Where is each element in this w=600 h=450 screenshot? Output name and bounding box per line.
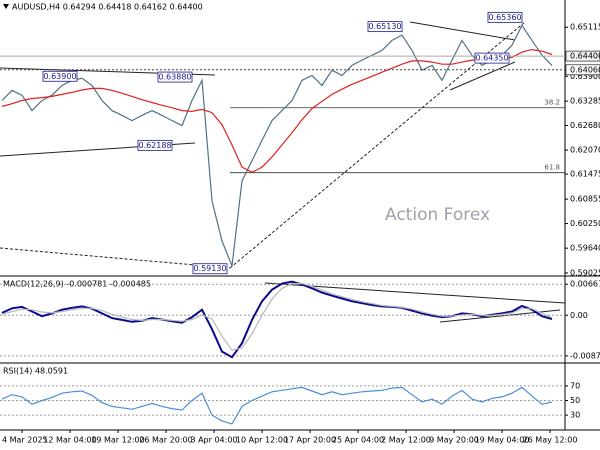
x-tick-label: 17 Apr 20:00: [284, 436, 336, 445]
y-tick-label: 0.006675: [570, 280, 600, 289]
y-tick-label: 0.63285: [570, 97, 600, 106]
price-label-box: [42, 70, 78, 82]
x-tick-label: 10 Apr 12:00: [236, 436, 288, 445]
price-label: 0.65360: [488, 13, 521, 22]
price-marker-label: 0.64400: [570, 52, 600, 61]
price-label: 0.62188: [138, 141, 171, 150]
trendline: [409, 21, 516, 41]
trendline: [0, 247, 231, 269]
x-tick-label: 2 May 12:00: [381, 436, 431, 445]
price-marker-box: [565, 64, 600, 76]
price-label: 0.63880: [158, 73, 191, 82]
x-tick-label: 4 Mar 2025: [2, 436, 48, 445]
x-tick-label: 19 May 04:00: [475, 436, 530, 445]
price-label-box: [137, 139, 173, 151]
y-tick-label: 70: [570, 381, 580, 390]
watermark: Action Forex: [385, 205, 490, 225]
price-label-box: [487, 11, 523, 23]
price-label: 0.64350: [475, 54, 508, 63]
price-label: 0.65130: [368, 22, 401, 31]
series-line: [1, 283, 553, 351]
x-tick-label: 19 Mar 12:00: [91, 436, 144, 445]
y-tick-label: 50: [570, 396, 580, 405]
y-tick-label: 0.59025: [570, 268, 600, 277]
y-tick-label: 0.62070: [570, 146, 600, 155]
title-arrow: [3, 4, 9, 9]
trendline: [449, 61, 516, 91]
y-tick-label: 0.63900: [570, 72, 600, 81]
y-tick-label: 0.65115: [570, 23, 600, 32]
price-label-box: [474, 52, 510, 64]
y-tick-label: 0.60855: [570, 195, 600, 204]
series-line: [1, 386, 553, 425]
panel-title: RSI(14) 48.0591: [3, 367, 68, 376]
x-tick-label: 12 Mar 04:00: [43, 436, 96, 445]
price-label-box: [157, 71, 193, 83]
price-label-box: [192, 263, 228, 275]
price-marker-label: 0.64060: [570, 65, 600, 74]
y-tick-label: 0.00: [570, 311, 588, 320]
price-label: 0.63900: [43, 72, 76, 81]
y-tick-label: 0.61475: [570, 170, 600, 179]
fib-label: 61.8: [544, 164, 560, 172]
x-tick-label: 9 May 20:00: [429, 436, 479, 445]
x-tick-label: 3 Apr 04:00: [190, 436, 237, 445]
y-tick-label: -0.008724: [570, 351, 600, 360]
fib-label: 38.2: [544, 99, 560, 107]
x-tick-label: 26 May 12:00: [523, 436, 578, 445]
y-tick-label: 30: [570, 411, 580, 420]
price-label: 0.59130: [193, 264, 226, 273]
y-tick-label: 0.62680: [570, 121, 600, 130]
x-tick-label: 25 Apr 04:00: [332, 436, 384, 445]
price-marker-box: [565, 50, 600, 62]
x-tick-label: 26 Mar 20:00: [139, 436, 192, 445]
panel-title: AUDUSD,H4 0.64294 0.64418 0.64162 0.6440…: [12, 3, 203, 12]
trendline: [264, 282, 566, 304]
series-line: [1, 48, 553, 173]
y-tick-label: 0.59640: [570, 244, 600, 253]
price-label-box: [367, 21, 403, 33]
series-line: [1, 280, 553, 359]
y-tick-label: 0.60250: [570, 219, 600, 228]
